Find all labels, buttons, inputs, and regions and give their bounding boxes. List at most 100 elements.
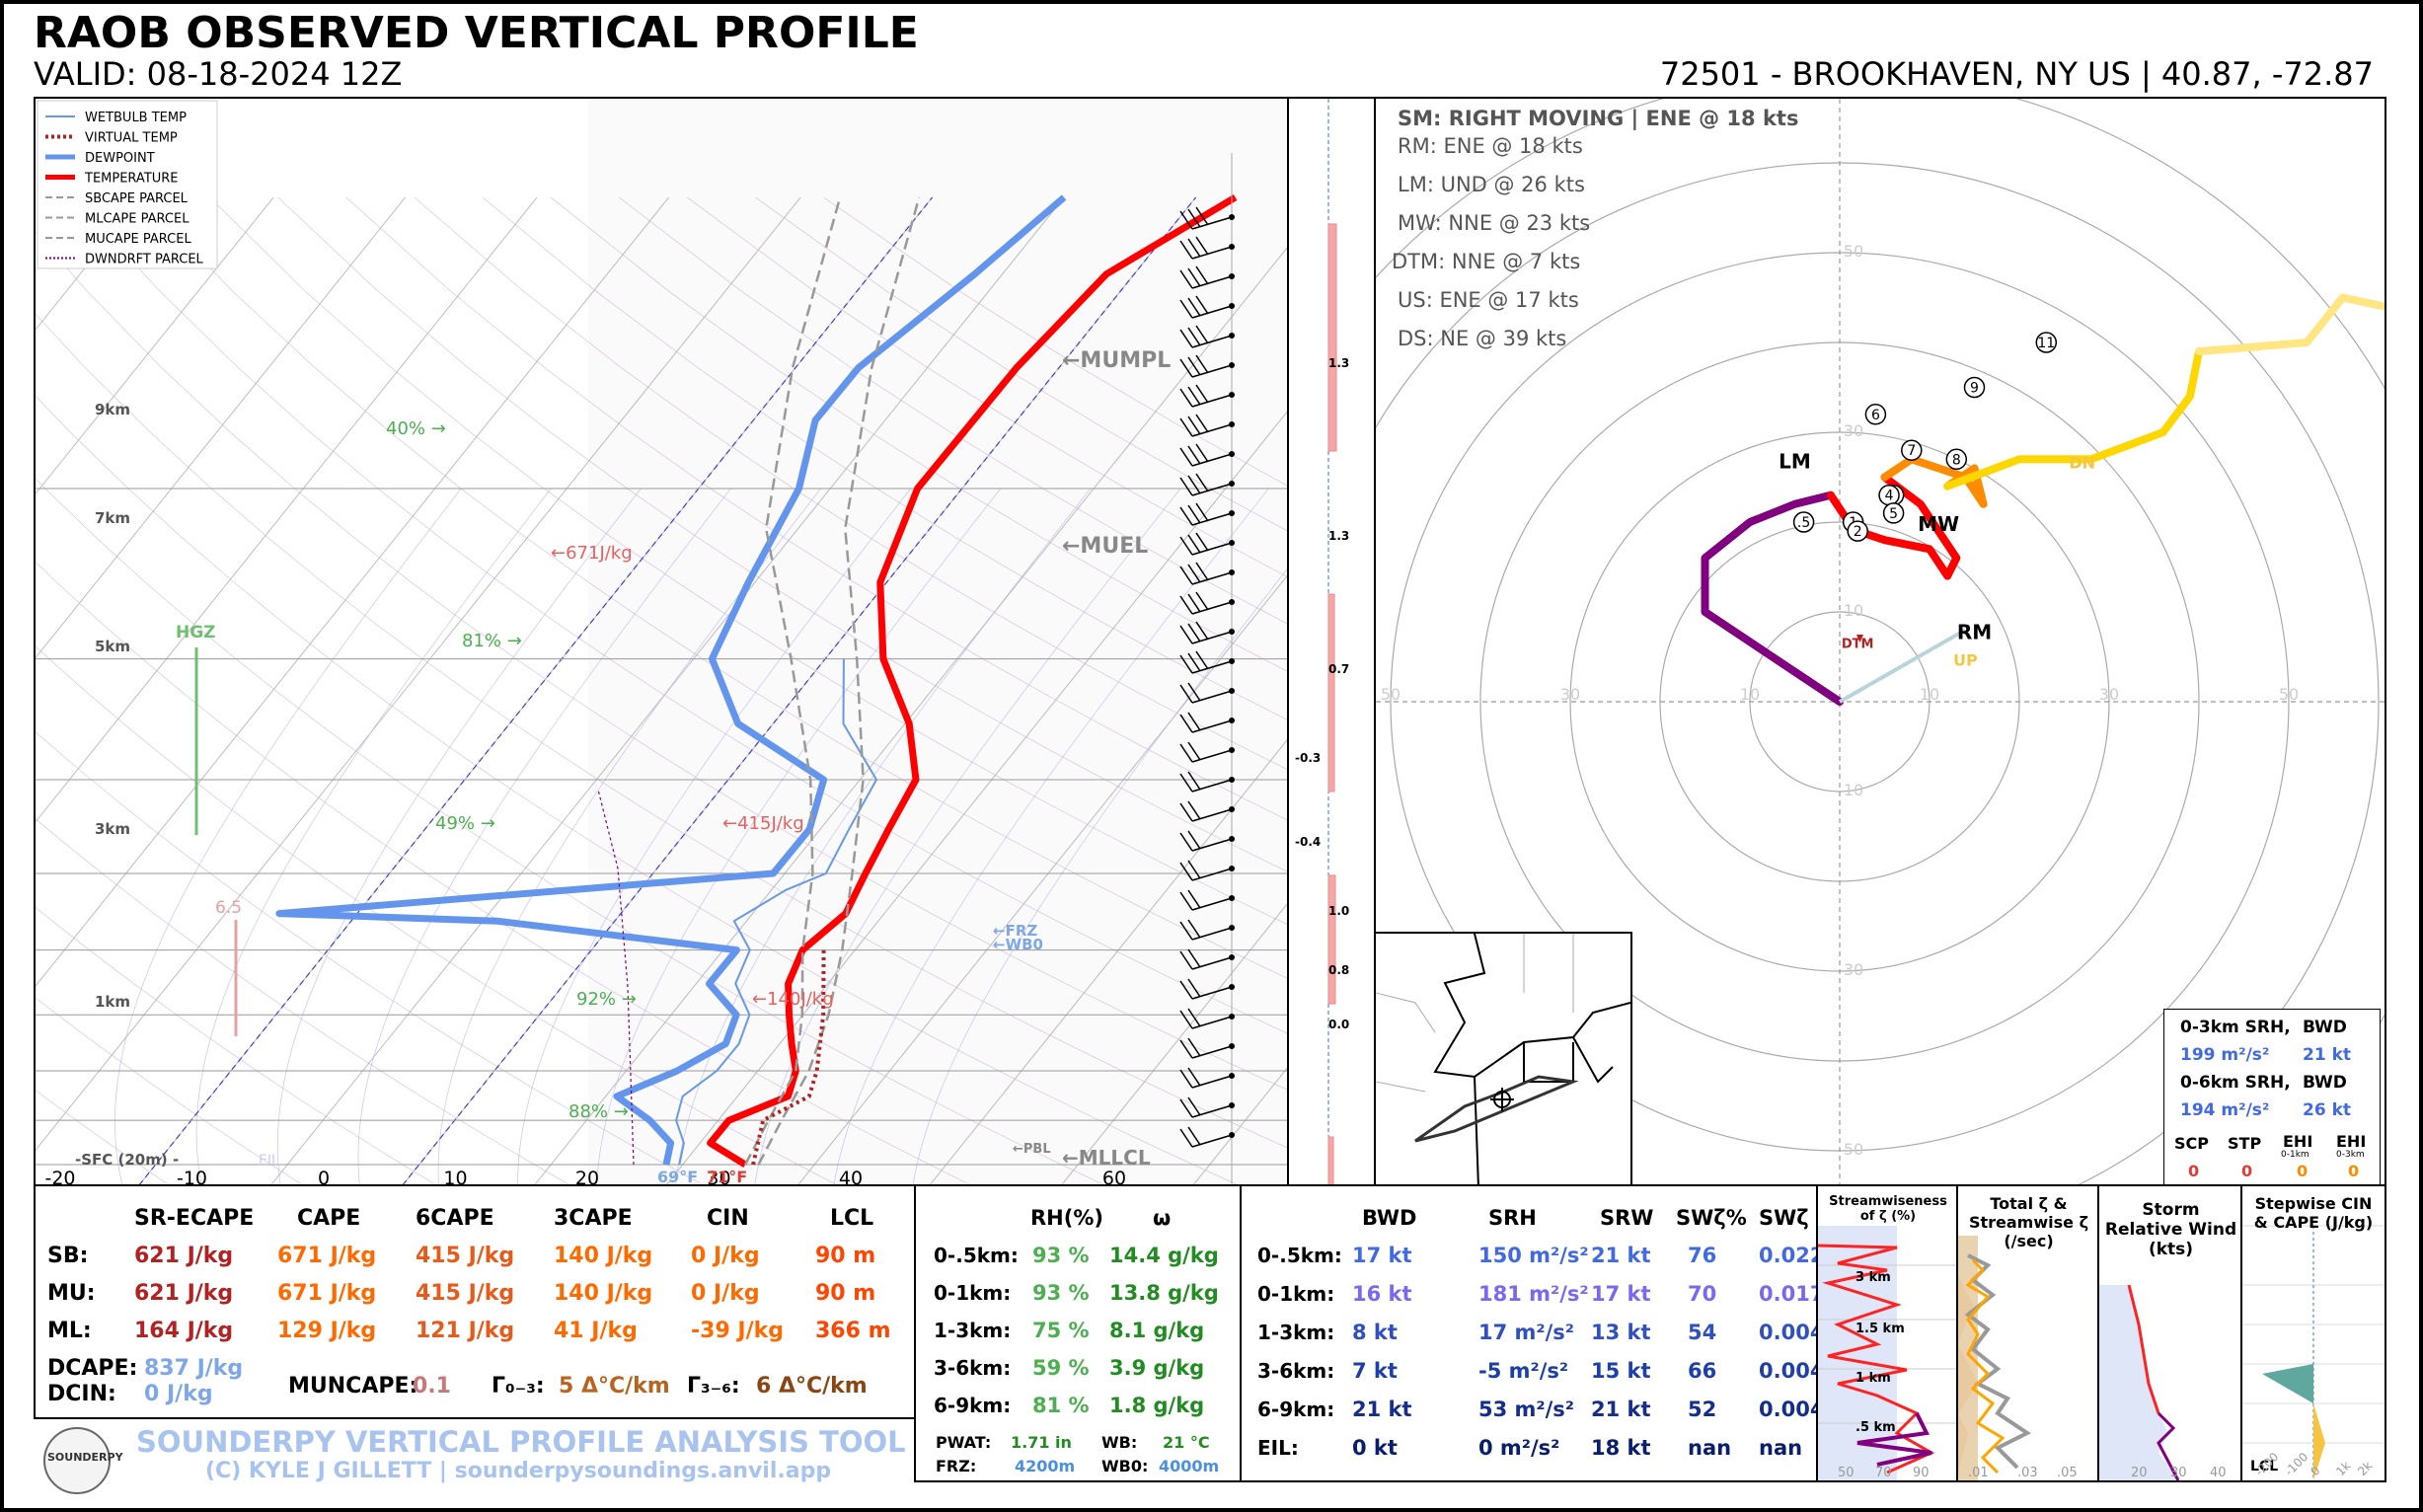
barb-flag [1195,532,1209,552]
x-tick-label: 60 [1102,1168,1126,1186]
barb-staff [1191,868,1233,881]
dry-adiabat [36,818,570,1186]
barb-flag [1195,265,1209,285]
barb-flag [1187,386,1201,406]
kin-cell: 21 kt [1591,1398,1651,1421]
thermo-row-label: SB: [47,1244,89,1268]
hodo-marker-up: UP [1953,651,1978,670]
skewt-shade [588,99,1291,1186]
kinematics-table: BWD SRH SRW SWζ% SWζ 0-.5km: 17 kt 150 m²/… [1240,1184,1824,1482]
wind-barb [1179,384,1235,408]
hodo-series [2195,293,2385,356]
streamwiseness-svg: 3 km 1.5 km 1 km .5 km 50 70 90 [1818,1226,1958,1480]
gamma03-value: 5 Δ°C/km [559,1374,670,1399]
height-label: 3km [95,820,130,838]
wind-barb [1179,712,1235,733]
barb-flag [1179,536,1193,556]
isotherm [36,196,538,823]
barb-flag [1187,564,1201,583]
barb-staff [1191,749,1233,763]
barb-flag [1187,712,1201,731]
isotherm [36,196,274,495]
barb-flag [1179,417,1193,437]
thermo-cell: 140 J/kg [554,1281,653,1306]
hodo-point: 9 [1963,376,1986,399]
barb-flag [1187,1096,1201,1116]
kin-cell: 15 kt [1591,1359,1651,1383]
moist-row-label: 0-1km: [934,1281,1012,1305]
stp-value: 0 [2241,1162,2253,1180]
dry-adiabat [36,1090,170,1186]
kin-cell: 53 m²/s² [1478,1398,1574,1421]
barb-flag [1187,741,1201,761]
hodo-ring-label: 10 [1740,685,1760,704]
moist-adiabat [437,488,821,1185]
wind-barb [1179,265,1235,289]
x-tick-label: 30 [707,1168,730,1186]
sm-header: SM: RIGHT MOVING | ENE @ 18 kts [1398,107,1799,130]
moist-w-cell: 1.8 g/kg [1109,1394,1205,1417]
vorticity-title: Total ζ & Streamwise ζ (/sec) [1968,1194,2089,1250]
thermo-cell: 621 J/kg [134,1281,234,1306]
level-label: ←MUEL [1062,534,1148,559]
hodo-point-label: 8 [1952,452,1961,468]
dry-adiabat [36,997,304,1186]
level-label: ←FRZ [993,922,1037,940]
barb-flag [1187,800,1201,820]
thermo-cell: 90 m [815,1244,876,1268]
frz-value: 4200m [1015,1457,1076,1475]
dtm-triangle [1856,635,1863,643]
legend-label: SBCAPE PARCEL [85,191,189,206]
barb-staff [1191,601,1233,615]
barb-flag [1187,475,1201,494]
srw-x-tick: 40 [2210,1466,2227,1480]
dry-adiabat [36,478,1105,1186]
skewt-svg: 2003004005006007008009001000-20-10010203… [36,99,1291,1186]
hgz-label: HGZ [176,623,216,643]
srwind-panel: 20 30 40 Storm Relative Wind (kts) [2097,1184,2244,1482]
barb-staff [1191,275,1233,289]
dcape-value: 837 J/kg [144,1356,244,1381]
sm-line-dtm: DTM: NNE @ 7 kts [1392,250,1581,273]
thermo-cell: 121 J/kg [416,1319,515,1343]
barb-flag [1187,889,1201,909]
inset-map-svg [1376,933,1631,1186]
bwd-03-label: BWD [2303,1018,2347,1037]
kin-cell: 52 [1688,1398,1717,1421]
barb-flag [1187,830,1201,850]
barb-staff [1191,897,1233,911]
thermo-cell: 0 J/kg [691,1244,760,1268]
moist-row-label: 1-3km: [934,1319,1012,1342]
cape-label: ←415J/kg [722,813,804,834]
streamwiseness-title: Streamwiseness of ζ (%) [1829,1194,1947,1224]
level-label: ←MUMPL [1062,348,1171,373]
barb-staff [1191,956,1233,970]
barb-staff [1191,305,1233,319]
barb-flag [1179,654,1193,674]
barb-staff [1191,1045,1233,1059]
thermo-cell: 671 J/kg [277,1281,377,1306]
hodo-ring-label: 50 [1381,685,1401,704]
barb-flag [1179,329,1193,348]
x-tick-label: 40 [839,1168,863,1186]
srh-06-value: 194 m²/s² [2180,1100,2270,1120]
sw-height-label: 1 km [1855,1371,1891,1386]
wind-barb [1179,741,1235,763]
barb-flag [1179,299,1193,319]
ehi3-value: 0 [2348,1162,2360,1180]
vorticity-svg: .01 .03 .05 [1958,1236,2078,1480]
barb-flag [1179,802,1193,822]
hodo-marker-rm: RM [1957,620,1992,643]
rh-label: 40% → [386,418,446,439]
sfc-temp-label: 71°F [707,1168,747,1186]
wind-barb [1179,860,1235,881]
vort-total [1964,1253,2031,1470]
wind-barb [1179,948,1235,970]
x-tick-label: 10 [443,1168,467,1186]
barb-staff [1191,631,1233,644]
isotherm [36,196,406,659]
srw-x-tick: 20 [2131,1466,2148,1480]
hodo-ring-label: 50 [1844,1140,1863,1159]
